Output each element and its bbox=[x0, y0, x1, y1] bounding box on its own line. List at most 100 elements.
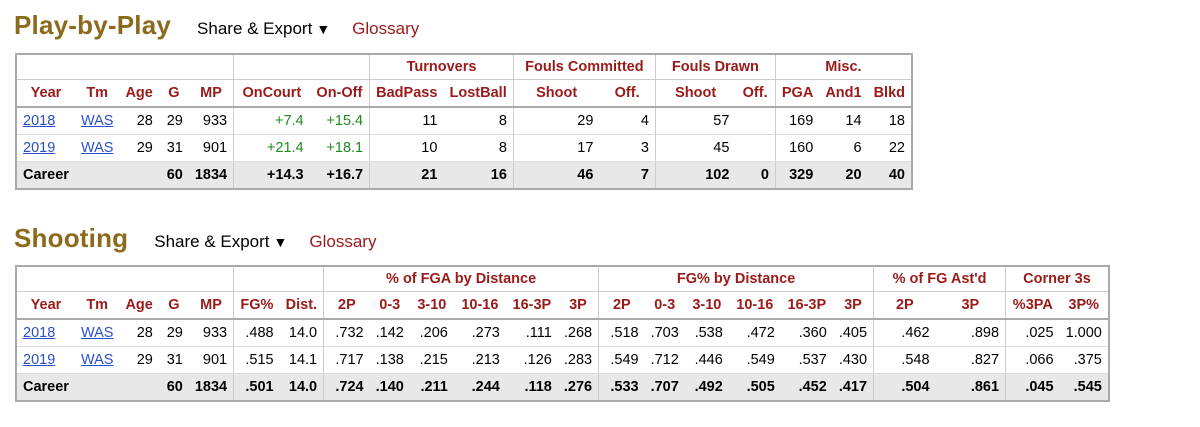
shooting-col-header[interactable]: MP bbox=[188, 291, 235, 320]
team-link[interactable]: WAS bbox=[80, 352, 114, 368]
pbp-cell: 4 bbox=[599, 107, 656, 135]
shooting-col-header[interactable]: Year bbox=[16, 291, 75, 320]
shooting-cell: .504 bbox=[873, 373, 936, 401]
shooting-cell: .501 bbox=[233, 373, 280, 401]
shooting-col-header[interactable]: 3P bbox=[557, 291, 600, 320]
shooting-col-header[interactable]: 3-10 bbox=[684, 291, 729, 320]
pbp-col-header[interactable]: Tm bbox=[74, 79, 120, 108]
pbp-col-header[interactable]: G bbox=[158, 79, 189, 108]
shooting-cell: .492 bbox=[684, 373, 729, 401]
team-link[interactable]: WAS bbox=[80, 113, 114, 129]
shooting-col-header[interactable]: Tm bbox=[74, 291, 120, 320]
shooting-col-header[interactable]: Age bbox=[119, 291, 159, 320]
shooting-col-header[interactable]: 3P% bbox=[1059, 291, 1109, 320]
shooting-col-header[interactable]: 16-3P bbox=[505, 291, 558, 320]
shooting-cell: .533 bbox=[598, 373, 645, 401]
shooting-cell: .268 bbox=[557, 319, 600, 347]
year-link[interactable]: 2018 bbox=[23, 325, 56, 341]
pbp-col-header[interactable]: BadPass bbox=[369, 79, 444, 108]
shooting-col-header[interactable]: 3-10 bbox=[409, 291, 454, 320]
year-link[interactable]: 2019 bbox=[23, 140, 56, 156]
pbp-career-row: Career 60 1834 +14.3 +16.7 21 16 46 7 102 0 329 20 40 bbox=[16, 161, 912, 189]
shooting-cell: .283 bbox=[557, 346, 600, 374]
shooting-col-header[interactable]: 16-3P bbox=[780, 291, 833, 320]
pbp-cell: WAS bbox=[74, 107, 120, 135]
shooting-cell bbox=[119, 373, 159, 401]
pbp-group-misc: Misc. bbox=[775, 54, 912, 80]
pbp-cell: 29 bbox=[119, 134, 159, 162]
shooting-col-header[interactable]: 2P bbox=[873, 291, 936, 320]
shooting-table: % of FGA by Distance FG% by Distance % o… bbox=[15, 265, 1110, 402]
pbp-cell: 7 bbox=[599, 161, 656, 189]
pbp-share-label: Share & Export bbox=[197, 19, 313, 38]
shooting-col-header[interactable]: FG% bbox=[233, 291, 280, 320]
shooting-cell: .118 bbox=[505, 373, 558, 401]
pbp-cell: 28 bbox=[119, 107, 159, 135]
shooting-cell: .405 bbox=[832, 319, 875, 347]
shooting-table-row: 2019 WAS 29 31 901.515 14.1.717.138.215.213.1… bbox=[16, 346, 1109, 374]
pbp-col-header[interactable]: Year bbox=[16, 79, 75, 108]
shooting-col-header[interactable]: 3P bbox=[935, 291, 1007, 320]
shooting-cell: .537 bbox=[780, 346, 833, 374]
shooting-col-header[interactable]: 10-16 bbox=[728, 291, 781, 320]
shooting-cell: .213 bbox=[453, 346, 506, 374]
pbp-cell: 16 bbox=[443, 161, 514, 189]
pbp-cell bbox=[735, 107, 776, 135]
shooting-col-header[interactable]: 10-16 bbox=[453, 291, 506, 320]
shooting-col-header[interactable]: 0-3 bbox=[644, 291, 685, 320]
pbp-cell: 8 bbox=[443, 107, 514, 135]
shooting-cell: .724 bbox=[323, 373, 370, 401]
shooting-title: Shooting bbox=[14, 223, 129, 253]
shooting-cell: .472 bbox=[728, 319, 781, 347]
shooting-cell: .140 bbox=[369, 373, 410, 401]
team-link[interactable]: WAS bbox=[80, 140, 114, 156]
shooting-col-header[interactable]: G bbox=[158, 291, 189, 320]
pbp-col-header[interactable]: On-Off bbox=[309, 79, 371, 108]
shooting-cell: .138 bbox=[369, 346, 410, 374]
pbp-cell: +21.4 bbox=[233, 134, 310, 162]
year-link[interactable]: 2018 bbox=[23, 113, 56, 129]
year-link[interactable]: 2019 bbox=[23, 352, 56, 368]
shooting-cell: .545 bbox=[1059, 373, 1109, 401]
shooting-group-blank-1 bbox=[16, 266, 235, 292]
shooting-cell: .549 bbox=[598, 346, 645, 374]
pbp-cell: +14.3 bbox=[233, 161, 310, 189]
pbp-col-header[interactable]: And1 bbox=[819, 79, 868, 108]
pbp-col-header[interactable]: Off. bbox=[599, 79, 656, 108]
pbp-col-header[interactable]: Blkd bbox=[867, 79, 912, 108]
shooting-col-header[interactable]: 0-3 bbox=[369, 291, 410, 320]
shooting-col-header[interactable]: 2P bbox=[598, 291, 645, 320]
pbp-cell: 29 bbox=[513, 107, 600, 135]
shooting-cell: 1.000 bbox=[1059, 319, 1109, 347]
pbp-col-header[interactable]: Off. bbox=[735, 79, 776, 108]
shooting-share-label: Share & Export bbox=[154, 232, 270, 251]
pbp-col-header[interactable]: PGA bbox=[775, 79, 820, 108]
shooting-col-header[interactable]: 3P bbox=[832, 291, 875, 320]
shooting-cell: 29 bbox=[158, 319, 189, 347]
shooting-cell: .712 bbox=[644, 346, 685, 374]
pbp-col-header[interactable]: OnCourt bbox=[233, 79, 310, 108]
shooting-group-fg-pct: FG% by Distance bbox=[598, 266, 875, 292]
shooting-cell: 1834 bbox=[188, 373, 235, 401]
pbp-col-header[interactable]: LostBall bbox=[443, 79, 514, 108]
pbp-col-header[interactable]: Shoot bbox=[655, 79, 736, 108]
pbp-col-header[interactable]: MP bbox=[188, 79, 235, 108]
shooting-col-header[interactable]: 2P bbox=[323, 291, 370, 320]
pbp-col-header[interactable]: Shoot bbox=[513, 79, 600, 108]
pbp-cell: 18 bbox=[867, 107, 912, 135]
pbp-cell: Career bbox=[16, 161, 75, 189]
team-link[interactable]: WAS bbox=[80, 325, 114, 341]
pbp-share-export-button[interactable]: Share & Export ▼ bbox=[197, 19, 330, 39]
shooting-share-export-button[interactable]: Share & Export ▼ bbox=[154, 232, 287, 252]
pbp-group-fouls-drawn: Fouls Drawn bbox=[655, 54, 776, 80]
pbp-cell: 901 bbox=[188, 134, 235, 162]
pbp-glossary-link[interactable]: Glossary bbox=[352, 19, 420, 38]
shooting-cell: .549 bbox=[728, 346, 781, 374]
shooting-glossary-link[interactable]: Glossary bbox=[309, 232, 377, 251]
shooting-table-row: 2018 WAS 28 29 933.488 14.0.732.142.206.273.1… bbox=[16, 319, 1109, 347]
shooting-cell: 14.0 bbox=[279, 373, 325, 401]
shooting-cell: .515 bbox=[233, 346, 280, 374]
pbp-col-header[interactable]: Age bbox=[119, 79, 159, 108]
shooting-col-header[interactable]: %3PA bbox=[1005, 291, 1060, 320]
shooting-col-header[interactable]: Dist. bbox=[279, 291, 325, 320]
